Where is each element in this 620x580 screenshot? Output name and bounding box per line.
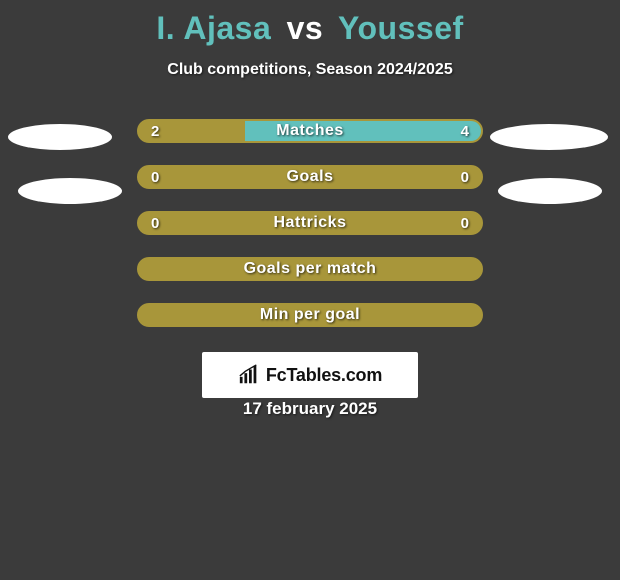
vs-label: vs xyxy=(287,10,324,46)
date-label: 17 february 2025 xyxy=(0,399,620,419)
stat-label: Min per goal xyxy=(139,305,481,325)
flag-placeholder-left-1 xyxy=(8,124,112,150)
stat-row: 00Hattricks xyxy=(137,211,483,235)
stat-row: 00Goals xyxy=(137,165,483,189)
chart-bars-icon xyxy=(238,364,260,386)
stat-label: Matches xyxy=(139,121,481,141)
comparison-title: I. Ajasa vs Youssef xyxy=(0,0,620,47)
flag-placeholder-left-2 xyxy=(18,178,122,204)
player1-name: I. Ajasa xyxy=(156,10,271,46)
source-badge-text: FcTables.com xyxy=(266,365,382,386)
stat-label: Goals xyxy=(139,167,481,187)
source-badge: FcTables.com xyxy=(202,352,418,398)
stat-row: 24Matches xyxy=(137,119,483,143)
stat-rows: 24Matches 00Goals 00Hattricks Goals per mat… xyxy=(0,119,620,327)
stat-label: Goals per match xyxy=(139,259,481,279)
stat-row: Goals per match xyxy=(137,257,483,281)
subtitle: Club competitions, Season 2024/2025 xyxy=(0,61,620,79)
stat-label: Hattricks xyxy=(139,213,481,233)
flag-placeholder-right-1 xyxy=(490,124,608,150)
stat-row: Min per goal xyxy=(137,303,483,327)
player2-name: Youssef xyxy=(338,10,464,46)
flag-placeholder-right-2 xyxy=(498,178,602,204)
